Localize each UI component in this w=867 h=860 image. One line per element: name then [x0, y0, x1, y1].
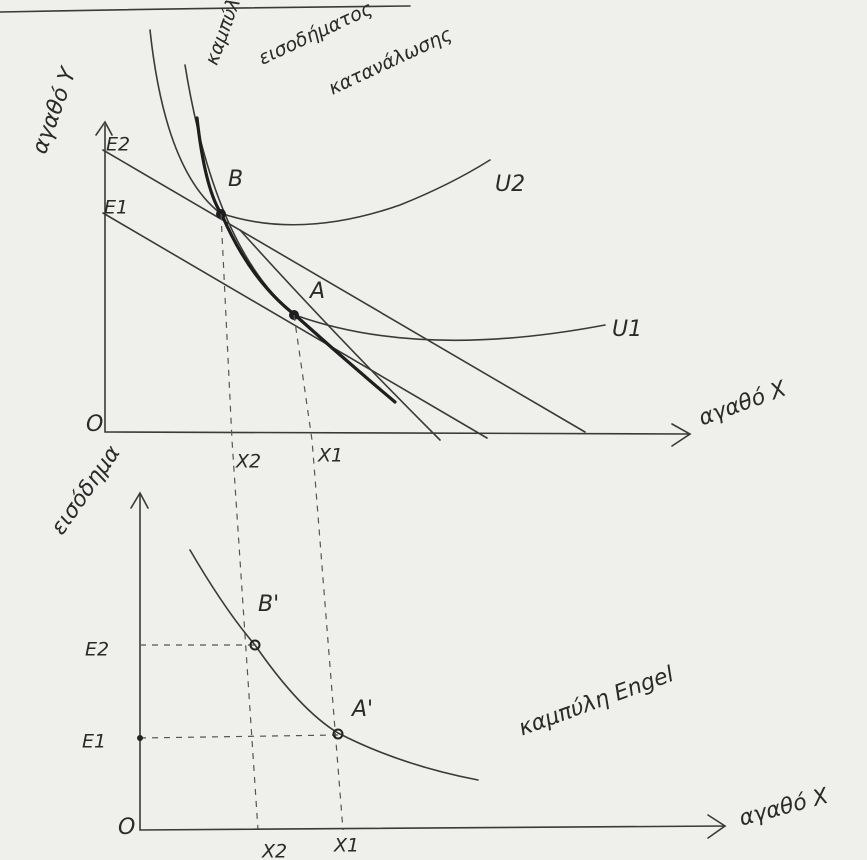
indifference-curve	[149, 29, 491, 226]
guide-line	[139, 734, 339, 739]
x-arrow	[671, 423, 692, 447]
point-b-prime	[249, 639, 261, 651]
curve	[239, 229, 441, 441]
x-arrow	[707, 814, 727, 839]
guide-line	[220, 213, 259, 831]
x-tick-label: X2	[235, 451, 261, 473]
y-arrow	[130, 491, 149, 509]
budget-label: E1	[104, 197, 128, 219]
x-tick-label: X1	[333, 835, 359, 857]
point-label: B	[228, 167, 243, 192]
guide-line	[293, 314, 344, 831]
indifference-label: U2	[495, 172, 525, 197]
axes	[104, 124, 691, 435]
y-tick-label: E1	[82, 731, 106, 753]
point-a-prime	[332, 728, 344, 740]
budget-line	[102, 212, 488, 439]
budget-label: E2	[106, 134, 130, 156]
origin: O	[118, 815, 135, 840]
engel-curve	[189, 549, 479, 781]
tick-dot	[137, 735, 143, 741]
y-tick-label: E2	[85, 639, 109, 661]
origin: O	[86, 412, 103, 437]
x-tick-label: X2	[261, 841, 287, 860]
top-edge-line	[0, 5, 411, 13]
axes	[139, 494, 726, 831]
point-label: A	[308, 279, 325, 304]
x-tick-label: X1	[317, 445, 343, 467]
income-consumption-curve	[195, 116, 397, 404]
y-arrow	[95, 120, 113, 136]
budget-line	[102, 149, 586, 433]
point-label: B'	[258, 592, 279, 617]
indifference-label: U1	[612, 317, 642, 342]
point-label: A'	[350, 697, 373, 722]
